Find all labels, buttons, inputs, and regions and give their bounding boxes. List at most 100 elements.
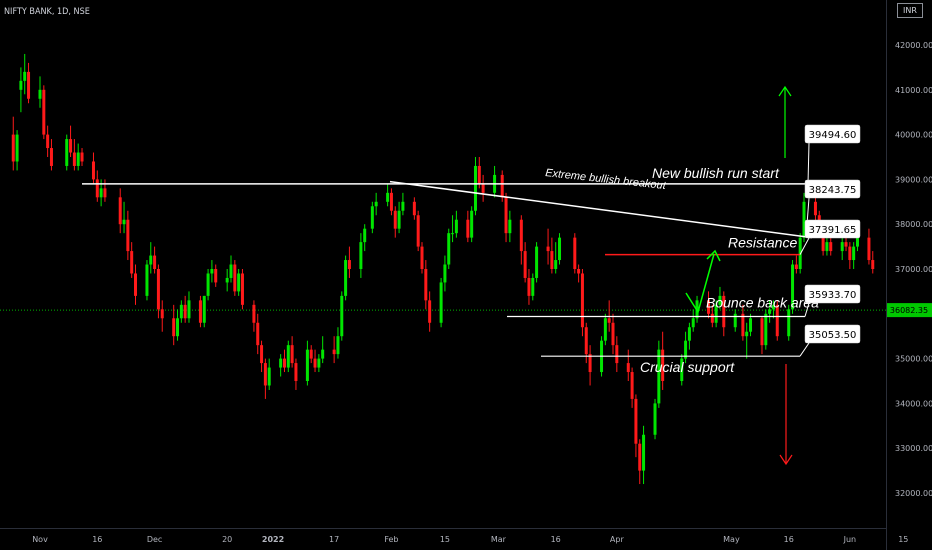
candle-body bbox=[305, 349, 309, 381]
new-bullish-run-tag-connector bbox=[807, 142, 810, 184]
candle-body bbox=[684, 340, 688, 359]
candle-body bbox=[38, 89, 42, 99]
resistance-tag-value: 37391.65 bbox=[809, 225, 857, 236]
candle-body bbox=[134, 273, 137, 296]
candle-body bbox=[72, 152, 76, 166]
candle-body bbox=[535, 246, 539, 278]
candle-body bbox=[313, 358, 317, 368]
candle-body bbox=[634, 398, 638, 444]
candle-body bbox=[15, 134, 19, 162]
candle-body bbox=[130, 251, 134, 274]
candle-body bbox=[393, 210, 397, 229]
candle-body bbox=[615, 345, 619, 364]
candle-body bbox=[523, 251, 527, 278]
candle-body bbox=[844, 242, 848, 247]
candle-body bbox=[397, 210, 401, 229]
candle-body bbox=[825, 242, 829, 252]
candle-body bbox=[439, 282, 443, 323]
candle-body bbox=[466, 219, 470, 238]
projection-path bbox=[685, 253, 715, 314]
candle-body bbox=[11, 134, 15, 162]
candle-body bbox=[791, 264, 795, 310]
candle-body bbox=[122, 219, 126, 225]
x-tick-label: 16 bbox=[784, 535, 794, 544]
candle-body bbox=[160, 309, 164, 319]
candle-body bbox=[764, 313, 768, 346]
candle-body bbox=[428, 300, 432, 323]
candle-body bbox=[775, 304, 779, 337]
down-arrow-head bbox=[779, 454, 793, 466]
resistance-label: Resistance bbox=[728, 235, 797, 251]
candle-body bbox=[840, 242, 844, 252]
x-tick-label: May bbox=[723, 535, 740, 544]
candle-body bbox=[584, 327, 588, 355]
candle-body bbox=[420, 246, 424, 269]
x-tick-label: Jun bbox=[843, 535, 857, 544]
candle-body bbox=[42, 89, 46, 135]
x-tick-label: 16 bbox=[92, 535, 102, 544]
x-tick-label: 16 bbox=[551, 535, 561, 544]
resistance-tag bbox=[804, 219, 861, 239]
candle-body bbox=[27, 71, 31, 99]
candle-body bbox=[707, 300, 710, 314]
candle-body bbox=[363, 228, 367, 243]
candle-body bbox=[172, 318, 176, 337]
up-arrow-head bbox=[778, 85, 792, 97]
candle-body bbox=[802, 201, 806, 238]
y-tick-label: 40000.00 bbox=[895, 131, 932, 140]
candle-body bbox=[630, 372, 634, 399]
x-tick-label: Feb bbox=[384, 535, 398, 544]
candle-body bbox=[49, 148, 53, 166]
candle-body bbox=[787, 309, 791, 337]
candle-body bbox=[638, 443, 642, 471]
candle-body bbox=[867, 237, 871, 261]
candle-body bbox=[558, 237, 562, 261]
candle-body bbox=[527, 277, 531, 296]
candle-body bbox=[282, 358, 286, 368]
y-tick-label: 38000.00 bbox=[895, 220, 932, 229]
last-price-label: 36082.35 bbox=[890, 306, 928, 315]
bounce-back-tag bbox=[804, 284, 861, 304]
candle-body bbox=[179, 304, 183, 319]
candle-body bbox=[359, 242, 363, 269]
candle-body bbox=[855, 237, 859, 247]
candle-body bbox=[19, 80, 23, 90]
x-tick-label: 20 bbox=[222, 535, 232, 544]
candle-body bbox=[95, 179, 99, 198]
candle-body bbox=[680, 358, 684, 381]
candle-body bbox=[447, 233, 451, 265]
candle-body bbox=[80, 152, 84, 162]
candle-body bbox=[626, 363, 630, 373]
x-tick-label: 15 bbox=[440, 535, 450, 544]
candle-body bbox=[848, 246, 852, 261]
candle-body bbox=[386, 192, 390, 202]
candle-body bbox=[443, 264, 447, 283]
candle-body bbox=[153, 255, 157, 269]
candle-body bbox=[340, 295, 344, 337]
candle-body bbox=[233, 264, 237, 292]
currency-button[interactable]: INR bbox=[897, 3, 923, 18]
x-tick-label: 2022 bbox=[262, 535, 284, 544]
y-tick-label: 35000.00 bbox=[895, 355, 932, 364]
candle-body bbox=[745, 331, 749, 337]
candle-body bbox=[573, 237, 577, 269]
symbol-title: NIFTY BANK, 1D, NSE bbox=[4, 7, 90, 17]
candle-body bbox=[473, 165, 477, 211]
candle-body bbox=[103, 188, 107, 198]
candle-body bbox=[477, 165, 481, 184]
candle-body bbox=[710, 313, 714, 323]
candle-body bbox=[187, 300, 191, 319]
candle-body bbox=[317, 358, 321, 368]
candle-body bbox=[91, 161, 95, 180]
candle-body bbox=[126, 219, 130, 252]
candle-body bbox=[23, 71, 27, 81]
candle-body bbox=[829, 242, 833, 252]
y-tick-label: 42000.00 bbox=[895, 41, 932, 50]
candle-body bbox=[237, 273, 241, 292]
candle-body bbox=[852, 246, 856, 261]
candle-body bbox=[260, 345, 264, 364]
candle-body bbox=[416, 215, 420, 247]
candle-body bbox=[294, 363, 298, 381]
candle-body bbox=[214, 269, 218, 283]
candle-body bbox=[813, 201, 817, 216]
